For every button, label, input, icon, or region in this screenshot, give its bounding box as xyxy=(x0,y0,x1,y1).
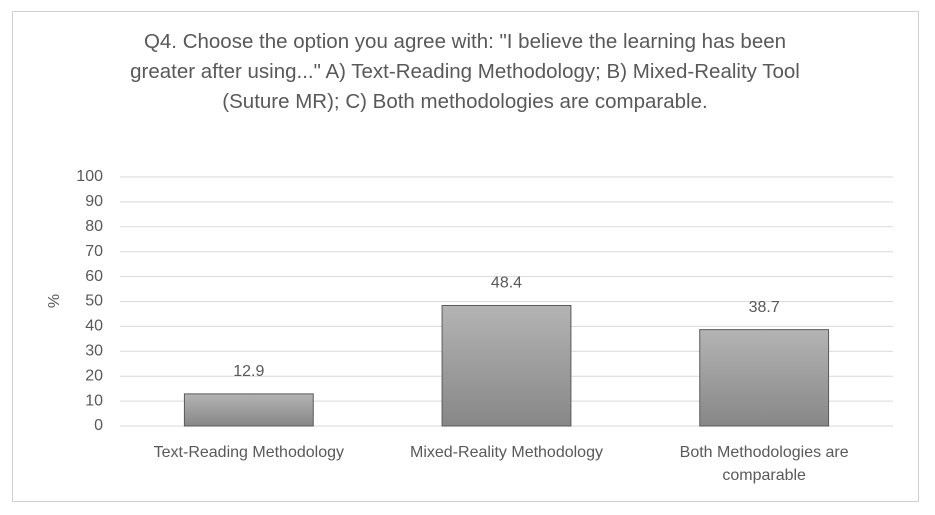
bar xyxy=(441,304,572,427)
y-tick-label: 70 xyxy=(85,243,103,260)
chart-title: Q4. Choose the option you agree with: "I… xyxy=(130,30,800,113)
y-tick-label: 30 xyxy=(85,343,103,360)
x-tick-label: Text-Reading Methodology xyxy=(153,444,344,461)
value-label: 12.9 xyxy=(233,363,264,380)
y-tick-label: 90 xyxy=(85,193,103,210)
y-tick-label: 100 xyxy=(76,168,103,185)
bar xyxy=(183,393,314,427)
value-label: 38.7 xyxy=(749,299,780,316)
y-tick-label: 20 xyxy=(85,367,103,384)
y-tick-label: 40 xyxy=(85,318,103,335)
bar xyxy=(699,329,830,427)
x-tick-label: Mixed-Reality Methodology xyxy=(410,444,603,461)
y-tick-label: 0 xyxy=(94,417,103,434)
chart-border xyxy=(12,11,919,502)
x-tick-label: Both Methodologies are comparable xyxy=(679,444,849,484)
value-label: 48.4 xyxy=(491,275,522,292)
y-axis-title: % xyxy=(46,294,63,308)
y-tick-label: 60 xyxy=(85,268,103,285)
y-tick-label: 10 xyxy=(85,392,103,409)
y-tick-label: 50 xyxy=(85,293,103,310)
y-tick-label: 80 xyxy=(85,218,103,235)
